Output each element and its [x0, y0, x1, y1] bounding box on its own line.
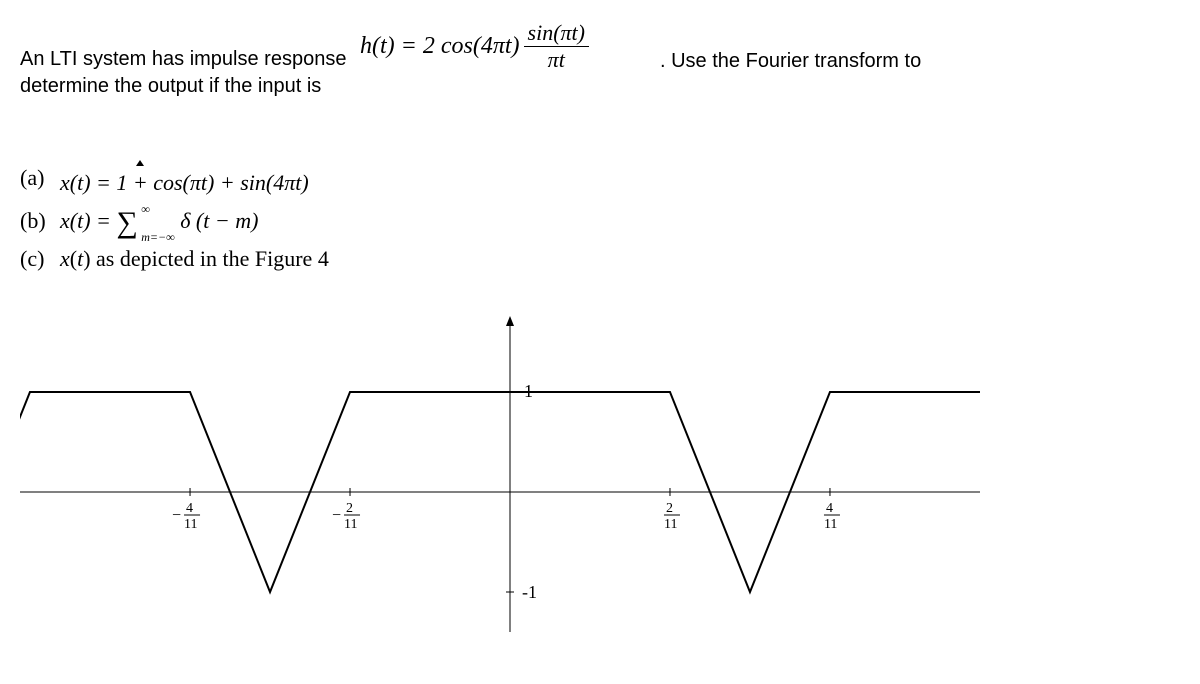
part-c-expr: x(t) as depicted in the Figure 4 — [60, 246, 329, 272]
parts-list: (a) x(t) = 1 + cos(πt) + sin(4πt) (b) x(… — [20, 160, 1180, 272]
svg-text:4: 4 — [826, 501, 833, 516]
svg-text:4: 4 — [186, 501, 193, 516]
part-a-expr: x(t) = 1 + cos(πt) + sin(4πt) — [60, 160, 309, 196]
impulse-formula: h(t) = 2 cos(4πt) sin(πt) πt — [360, 20, 593, 73]
sum-upper: ∞ — [141, 204, 174, 214]
part-c-label: (c) — [20, 246, 60, 272]
part-c: (c) x(t) as depicted in the Figure 4 — [20, 246, 1180, 272]
svg-text:11: 11 — [824, 517, 837, 532]
part-a-expr-post: cos(πt) + sin(4πt) — [148, 170, 309, 195]
part-b-expr-post: δ (t − m) — [180, 208, 258, 233]
svg-text:-1: -1 — [522, 582, 537, 602]
sum-bounds: ∞ m=−∞ — [141, 206, 174, 240]
part-b-label: (b) — [20, 208, 60, 234]
sum-lower: m=−∞ — [141, 232, 174, 242]
part-a-expr-pre: x(t) = 1 — [60, 170, 133, 195]
part-b-expr: x(t) = ∑ ∞ m=−∞ δ (t − m) — [60, 202, 258, 240]
part-a-plus: + — [133, 170, 148, 195]
svg-text:2: 2 — [666, 501, 673, 516]
svg-text:11: 11 — [664, 517, 677, 532]
part-a-label: (a) — [20, 165, 60, 191]
svg-text:−: − — [172, 507, 181, 524]
svg-text:11: 11 — [344, 517, 357, 532]
svg-text:2: 2 — [346, 501, 353, 516]
formula-lhs: h(t) = 2 cos(4πt) — [360, 33, 520, 60]
intro-line2: determine the output if the input is — [20, 75, 321, 98]
part-b: (b) x(t) = ∑ ∞ m=−∞ δ (t − m) — [20, 202, 1180, 240]
frac-numerator: sin(πt) — [524, 20, 589, 47]
sigma-icon: ∑ — [116, 206, 137, 239]
intro-left: An LTI system has impulse response — [20, 48, 346, 71]
part-a: (a) x(t) = 1 + cos(πt) + sin(4πt) — [20, 160, 1180, 196]
formula-fraction: sin(πt) πt — [524, 20, 589, 73]
plus-with-caret: + — [133, 160, 148, 196]
svg-text:11: 11 — [184, 517, 197, 532]
frac-denominator: πt — [544, 47, 569, 73]
figure-4: 1-1−811−411−211211411611811...... — [20, 302, 1180, 642]
problem-statement: An LTI system has impulse response h(t) … — [20, 20, 1180, 100]
figure-svg: 1-1−811−411−211211411611811...... — [20, 302, 980, 642]
svg-text:−: − — [332, 507, 341, 524]
intro-right: . Use the Fourier transform to — [660, 50, 921, 73]
part-b-expr-pre: x(t) = — [60, 208, 116, 233]
